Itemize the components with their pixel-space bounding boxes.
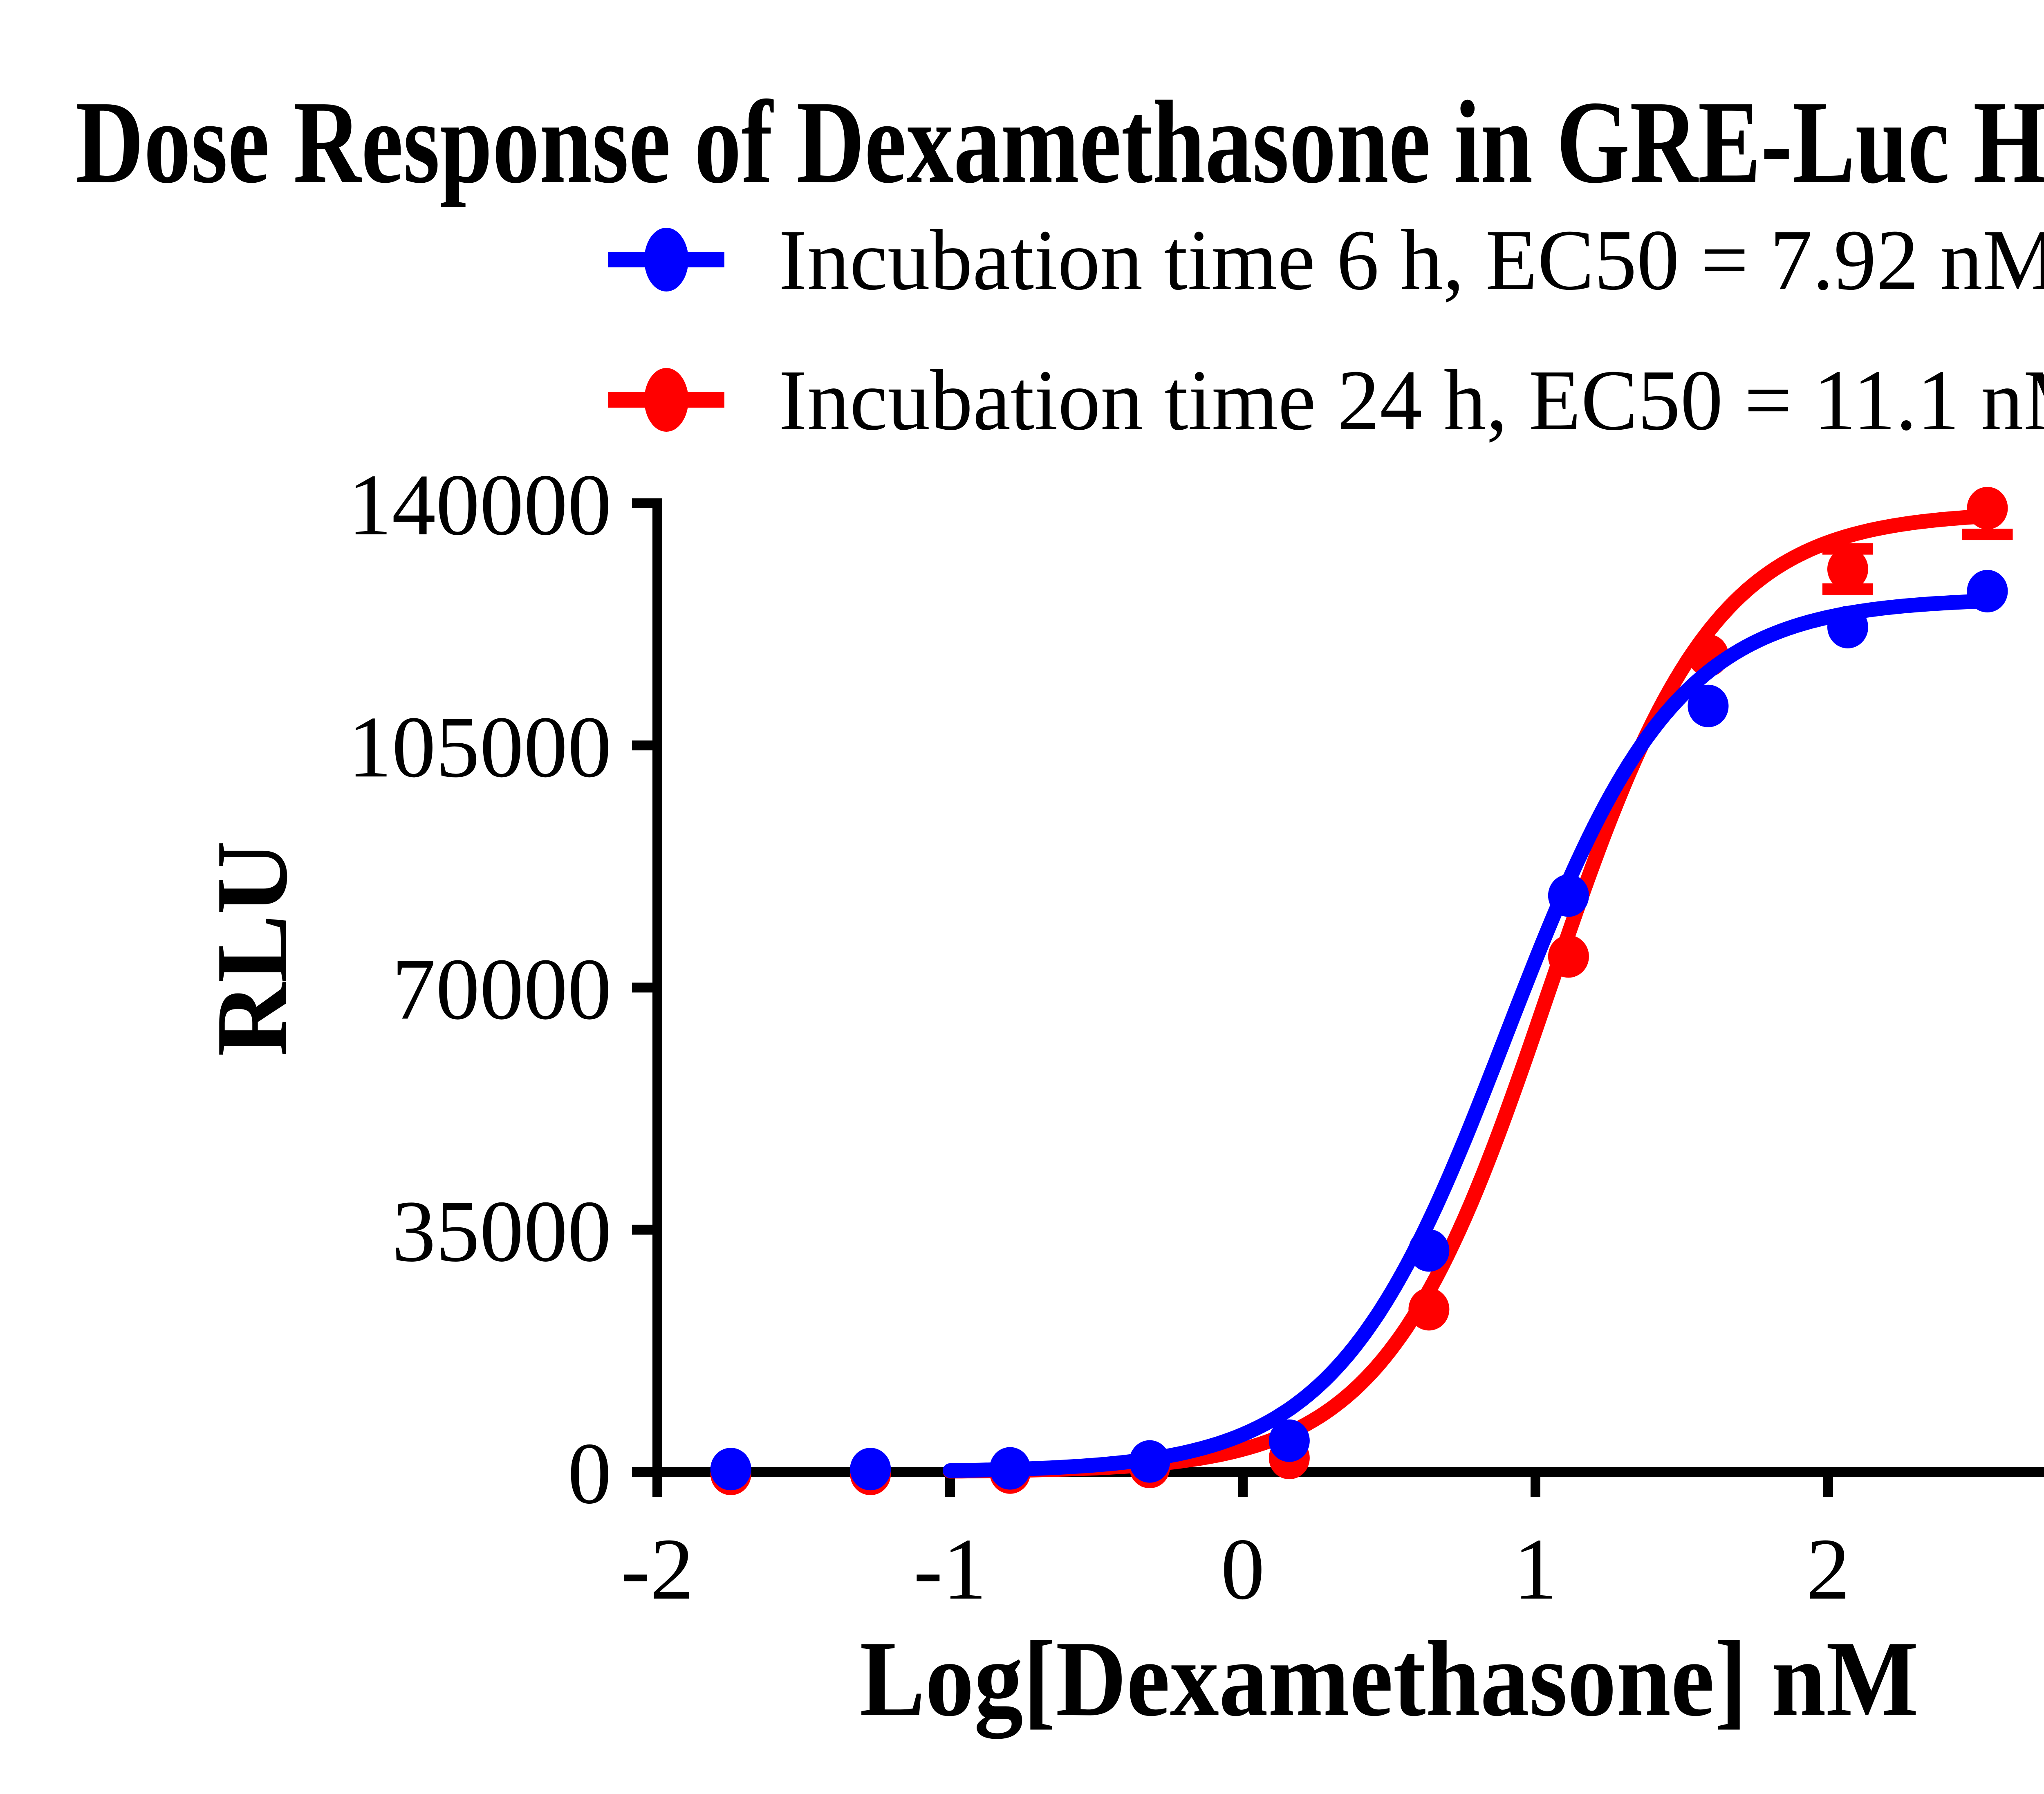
- data-point: [1548, 874, 1589, 917]
- y-tick-label: 35000: [392, 1182, 612, 1280]
- y-tick-label: 0: [568, 1424, 612, 1522]
- chart-title: Dose Response of Dexamethasone in GRE-Lu…: [76, 76, 2044, 208]
- data-point: [1967, 570, 2008, 612]
- y-axis-title: RLU: [195, 841, 309, 1056]
- x-tick-label: -1: [913, 1520, 986, 1618]
- x-tick-label: -2: [621, 1520, 694, 1618]
- data-point: [1967, 487, 2008, 529]
- y-tick-label: 105000: [348, 698, 612, 796]
- axis-lines: [652, 498, 2044, 1477]
- data-point: [1408, 1288, 1450, 1331]
- data-point: [850, 1448, 891, 1491]
- x-axis-title: Log[Dexamethasone] nM: [860, 1619, 1918, 1740]
- legend-label-24h: Incubation time 24 h, EC50 = 11.1 nM: [779, 352, 2044, 448]
- legend: Incubation time 6 h, EC50 = 7.92 nM Incu…: [608, 212, 2044, 448]
- fit-curve: [943, 594, 1994, 1478]
- data-point: [1408, 1229, 1450, 1272]
- data-point: [1269, 1419, 1310, 1462]
- legend-dot-24h-icon: [644, 368, 688, 432]
- data-point: [1548, 935, 1589, 978]
- data-point: [989, 1447, 1031, 1490]
- legend-dot-6h-icon: [644, 228, 688, 292]
- x-tick-label: 0: [1221, 1520, 1265, 1618]
- fit-curve: [943, 509, 1994, 1479]
- data-point: [1688, 684, 1729, 727]
- x-tick-label: 1: [1513, 1520, 1558, 1618]
- plot-area: [710, 487, 2013, 1496]
- y-tick-label: 140000: [348, 456, 612, 554]
- data-point: [1827, 605, 1868, 648]
- y-tick-label: 70000: [392, 940, 612, 1038]
- data-point: [710, 1448, 751, 1491]
- series-6h: [710, 570, 2008, 1491]
- legend-item-6h: Incubation time 6 h, EC50 = 7.92 nM: [608, 212, 2044, 308]
- x-tick-label: 2: [1806, 1520, 1850, 1618]
- legend-label-6h: Incubation time 6 h, EC50 = 7.92 nM: [779, 212, 2044, 308]
- data-point: [1129, 1440, 1170, 1483]
- data-point: [1827, 547, 1868, 590]
- legend-item-24h: Incubation time 24 h, EC50 = 11.1 nM: [608, 352, 2044, 448]
